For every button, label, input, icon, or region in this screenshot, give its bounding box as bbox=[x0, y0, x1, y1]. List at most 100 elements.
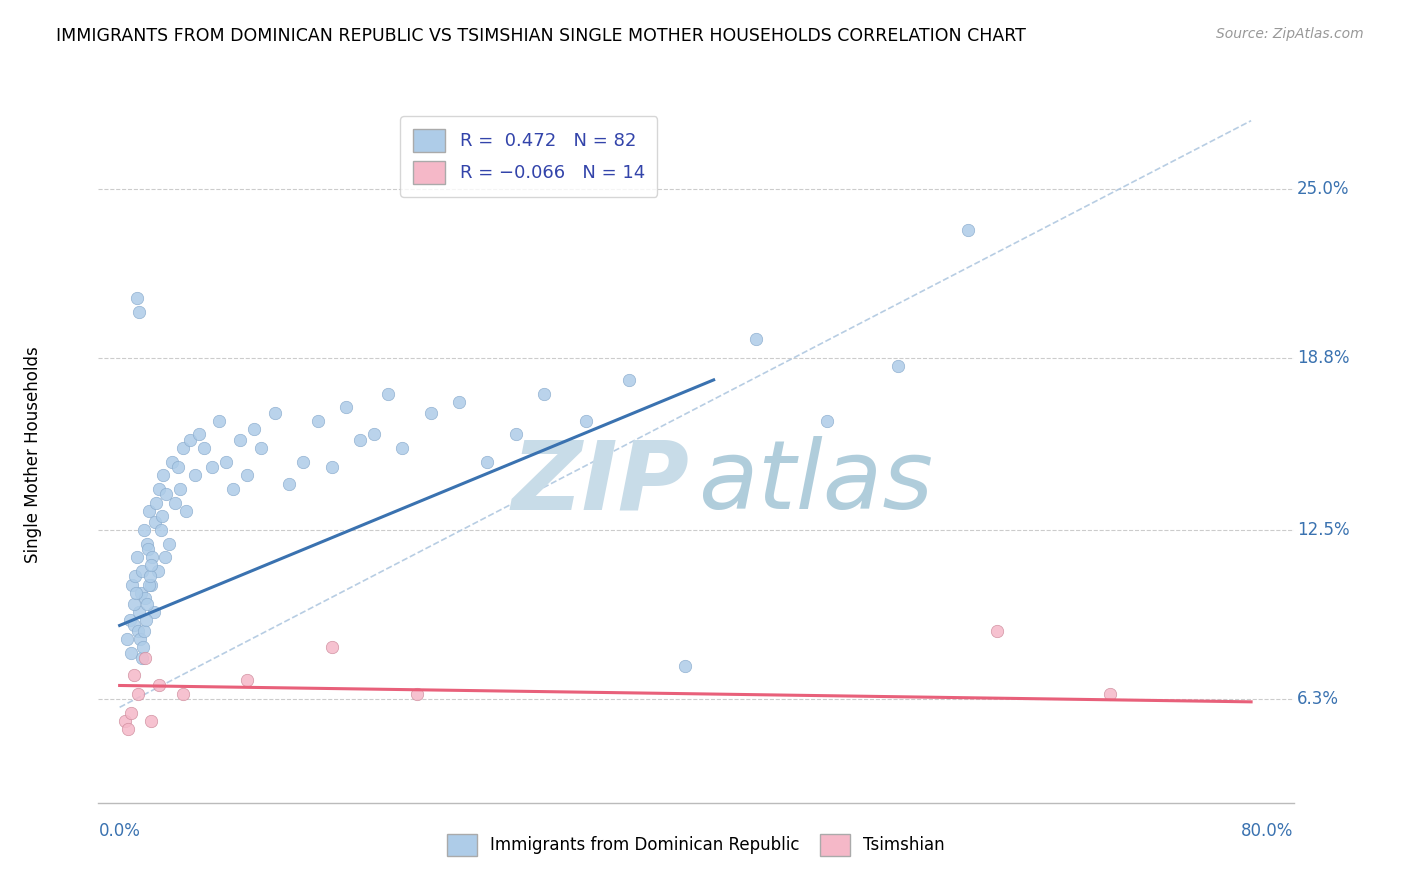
Point bbox=[307, 414, 329, 428]
Point bbox=[127, 687, 149, 701]
Point bbox=[673, 659, 696, 673]
Point bbox=[132, 523, 155, 537]
Point bbox=[278, 476, 301, 491]
Point bbox=[118, 613, 141, 627]
Point bbox=[143, 515, 166, 529]
Point bbox=[405, 687, 427, 701]
Point bbox=[135, 536, 157, 550]
Text: ZIP: ZIP bbox=[512, 436, 689, 529]
Point bbox=[139, 714, 162, 728]
Point bbox=[141, 558, 163, 573]
Text: Single Mother Households: Single Mother Households bbox=[24, 347, 42, 563]
Point bbox=[121, 577, 143, 591]
Point bbox=[349, 433, 371, 447]
Point bbox=[131, 651, 153, 665]
Point bbox=[120, 646, 142, 660]
Point bbox=[505, 427, 527, 442]
Point bbox=[172, 687, 194, 701]
Text: 25.0%: 25.0% bbox=[1298, 180, 1350, 198]
Point bbox=[150, 509, 173, 524]
Point bbox=[148, 678, 170, 692]
Text: 18.8%: 18.8% bbox=[1298, 349, 1350, 368]
Point bbox=[138, 577, 160, 591]
Point bbox=[250, 441, 273, 455]
Point bbox=[141, 550, 163, 565]
Point bbox=[135, 613, 157, 627]
Point bbox=[187, 427, 209, 442]
Point bbox=[139, 577, 162, 591]
Point bbox=[148, 482, 170, 496]
Point bbox=[117, 722, 139, 736]
Point bbox=[533, 386, 555, 401]
Text: IMMIGRANTS FROM DOMINICAN REPUBLIC VS TSIMSHIAN SINGLE MOTHER HOUSEHOLDS CORRELA: IMMIGRANTS FROM DOMINICAN REPUBLIC VS TS… bbox=[56, 27, 1026, 45]
Point bbox=[215, 455, 238, 469]
Text: 0.0%: 0.0% bbox=[98, 822, 141, 840]
Point bbox=[243, 422, 266, 436]
Point bbox=[477, 455, 499, 469]
Text: Source: ZipAtlas.com: Source: ZipAtlas.com bbox=[1216, 27, 1364, 41]
Point bbox=[229, 433, 252, 447]
Point bbox=[153, 550, 176, 565]
Text: 6.3%: 6.3% bbox=[1298, 690, 1339, 708]
Point bbox=[157, 536, 180, 550]
Point bbox=[128, 304, 150, 318]
Point bbox=[136, 542, 159, 557]
Point bbox=[986, 624, 1008, 638]
Legend: Immigrants from Dominican Republic, Tsimshian: Immigrants from Dominican Republic, Tsim… bbox=[439, 826, 953, 864]
Point bbox=[139, 569, 162, 583]
Point bbox=[321, 640, 343, 655]
Point bbox=[128, 605, 150, 619]
Point bbox=[169, 482, 191, 496]
Point bbox=[575, 414, 598, 428]
Point bbox=[115, 632, 138, 646]
Point bbox=[815, 414, 838, 428]
Point bbox=[957, 223, 980, 237]
Point bbox=[132, 640, 155, 655]
Point bbox=[124, 569, 146, 583]
Text: atlas: atlas bbox=[697, 436, 934, 529]
Point bbox=[155, 487, 177, 501]
Point bbox=[134, 624, 156, 638]
Point bbox=[174, 504, 197, 518]
Point bbox=[236, 673, 259, 687]
Point bbox=[146, 564, 169, 578]
Point bbox=[122, 618, 145, 632]
Point bbox=[129, 632, 152, 646]
Point bbox=[149, 523, 172, 537]
Point bbox=[127, 291, 149, 305]
Text: 80.0%: 80.0% bbox=[1241, 822, 1294, 840]
Text: 12.5%: 12.5% bbox=[1298, 521, 1350, 539]
Point bbox=[134, 591, 156, 606]
Point bbox=[122, 667, 145, 681]
Point bbox=[208, 414, 231, 428]
Point bbox=[222, 482, 245, 496]
Point bbox=[124, 597, 146, 611]
Point bbox=[449, 394, 471, 409]
Point bbox=[127, 624, 149, 638]
Point bbox=[377, 386, 399, 401]
Point bbox=[129, 585, 152, 599]
Point bbox=[236, 468, 259, 483]
Point bbox=[886, 359, 908, 374]
Point bbox=[335, 400, 357, 414]
Point bbox=[138, 504, 160, 518]
Point bbox=[172, 441, 194, 455]
Point bbox=[193, 441, 215, 455]
Point bbox=[1098, 687, 1121, 701]
Point bbox=[419, 406, 441, 420]
Point bbox=[134, 651, 156, 665]
Point bbox=[179, 433, 201, 447]
Point bbox=[617, 373, 640, 387]
Point bbox=[183, 468, 205, 483]
Point bbox=[125, 550, 148, 565]
Point bbox=[131, 564, 153, 578]
Point bbox=[163, 496, 186, 510]
Point bbox=[200, 460, 222, 475]
Point bbox=[145, 496, 167, 510]
Point bbox=[264, 406, 287, 420]
Point bbox=[125, 585, 148, 599]
Point bbox=[166, 460, 188, 475]
Point bbox=[142, 605, 165, 619]
Point bbox=[321, 460, 343, 475]
Point bbox=[160, 455, 183, 469]
